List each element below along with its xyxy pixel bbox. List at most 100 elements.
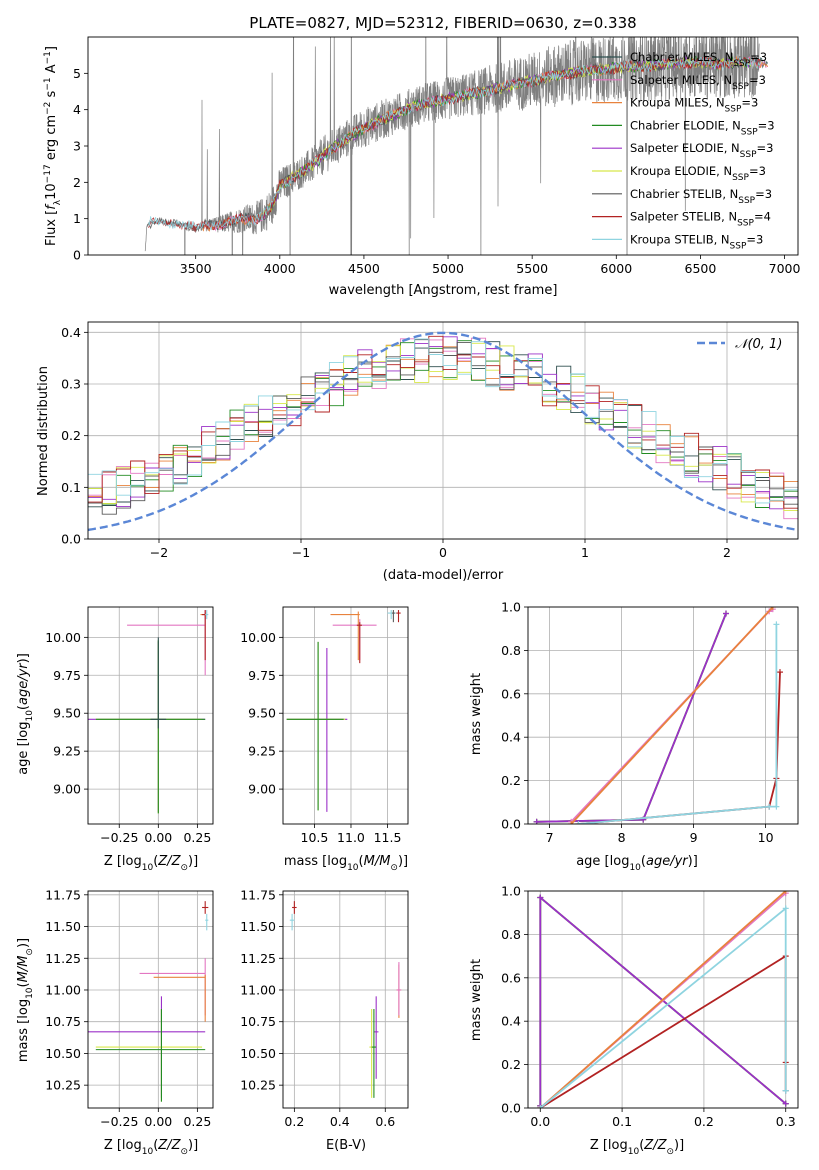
y-tick-label: 10.25 [45,1078,81,1093]
y-tick-label: 11.50 [240,919,276,934]
z-mass-ylabel: mass [log10(M/M⊙)] [16,938,35,1062]
y-tick-label: 0.0 [61,532,81,547]
y-tick-label: 10.75 [240,1014,276,1029]
y-tick-label: 10.00 [240,630,276,645]
y-tick-label: 0.0 [501,817,521,832]
model-spectrum-line [148,56,761,232]
z-age-ylabel: age [log10(age/yr)] [16,653,35,775]
x-tick-label: 0.3 [776,1114,796,1129]
x-tick-label: −0.25 [100,830,138,845]
residuals-legend: 𝒩(0, 1) [697,337,782,352]
gaussian-curve [88,331,796,532]
residual-histogram [88,338,798,504]
y-tick-label: 11.75 [45,887,81,902]
axes-frame [527,890,799,1109]
y-tick-label: 0.2 [501,1057,521,1072]
weight-line [578,624,778,824]
axes-frame [87,36,799,256]
z-mass-panel: −0.25 0.00 0.25 10.25 10.50 10.75 11.00 11.25 11… [45,887,214,1129]
x-tick-label: 0 [439,545,447,560]
y-tick-label: 11.25 [45,951,81,966]
y-tick-label: 0.2 [61,428,81,443]
legend-label: Salpeter STELIB, NSSP=4 [630,210,771,229]
legend-label: Chabrier ELODIE, NSSP=3 [630,118,775,137]
y-tick-label: 9.25 [53,744,81,759]
y-tick-label: 9.75 [53,668,81,683]
x-tick-label: 6000 [600,261,632,276]
x-tick-label: 6500 [685,261,717,276]
z-age-xlabel: Z [log10(Z/Z⊙)] [104,854,198,873]
y-tick-label: 5 [73,66,81,81]
y-tick-label: 11.00 [240,982,276,997]
y-tick-label: 1.0 [501,600,521,615]
z-age-panel: −0.25 0.00 0.25 9.00 9.25 9.50 9.75 10.00 [45,606,214,845]
y-tick-label: 0.4 [501,1014,521,1029]
legend-label: Salpeter MILES, NSSP=3 [630,73,766,92]
spectrum-legend: Chabrier MILES, NSSP=3 Salpeter MILES, NS… [592,50,775,251]
legend-label: Kroupa MILES, NSSP=3 [630,96,758,115]
y-tick-label: 0.6 [501,970,521,985]
x-tick-label: 1 [581,545,589,560]
age-weight-xlabel: age [log10(age/yr)] [576,854,698,873]
y-tick-label: 9.00 [53,782,81,797]
y-tick-label: 9.25 [248,744,276,759]
spectrum-title: PLATE=0827, MJD=52312, FIBERID=0630, z=0… [249,14,636,32]
axes-frame [87,890,214,1109]
legend-label: Chabrier MILES, NSSP=3 [630,50,767,69]
residual-histogram [88,342,798,511]
y-tick-label: 11.00 [45,982,81,997]
spectrum-xlabel: wavelength [Angstrom, rest frame] [329,283,558,298]
y-tick-label: 9.75 [248,668,276,683]
axes-frame [87,606,214,825]
y-tick-label: 0 [73,248,81,263]
age-weight-panel: 7 8 9 10 0.0 0.2 0.4 0.6 0.8 1.0 [501,600,799,845]
x-tick-label: 0.25 [183,830,211,845]
y-tick-label: 2 [73,175,81,190]
mass-age-panel: 10.5 11.0 11.5 9.00 9.25 9.50 9.75 10.00 [240,606,409,845]
residuals-xlabel: (data-model)/error [383,568,504,583]
y-tick-label: 11.50 [45,919,81,934]
x-tick-label: 3500 [180,261,212,276]
x-tick-label: 7 [546,830,554,845]
axes-frame [282,890,409,1109]
x-tick-label: 7000 [769,261,801,276]
x-tick-label: 0.2 [694,1114,714,1129]
ebv-mass-panel: 0.2 0.4 0.6 10.25 10.50 10.75 11.00 11.25 11.50 1… [240,887,409,1129]
x-tick-label: 2 [723,545,731,560]
y-tick-label: 0.2 [501,773,521,788]
x-tick-label: 0.1 [612,1114,632,1129]
x-tick-label: 0.2 [284,1114,304,1129]
x-tick-label: 10.5 [301,830,329,845]
y-tick-label: 11.25 [240,951,276,966]
x-tick-label: 0.00 [144,1114,172,1129]
axes-frame [282,606,409,825]
residuals-ylabel: Normed distribution [36,366,51,496]
y-tick-label: 4 [73,102,81,117]
y-tick-label: 10.50 [45,1046,81,1061]
y-tick-label: 11.75 [240,887,276,902]
x-tick-label: 5500 [516,261,548,276]
y-tick-label: 9.00 [248,782,276,797]
z-weight-xlabel: Z [log10(Z/Z⊙)] [590,1138,684,1157]
ebv-mass-xlabel: E(B-V) [326,1138,366,1153]
legend-label: Kroupa STELIB, NSSP=3 [630,232,763,251]
legend-label: Salpeter ELODIE, NSSP=3 [630,141,773,160]
age-weight-ylabel: mass weight [469,673,484,755]
weight-line [539,891,787,1108]
y-tick-label: 10.50 [240,1046,276,1061]
y-tick-label: 1.0 [501,884,521,899]
residuals-panel: −2 −1 0 1 2 0.0 0.1 0.2 0.3 0.4 [61,321,799,560]
x-tick-label: −2 [150,545,168,560]
model-spectrum-line [148,56,761,231]
axes-frame [527,606,799,825]
z-weight-panel: 0.0 0.1 0.2 0.3 0.0 0.2 0.4 0.6 0.8 1.0 [501,884,799,1129]
residual-histogram [88,335,798,509]
x-tick-label: 4000 [264,261,296,276]
y-tick-label: 0.1 [61,480,81,495]
x-tick-label: 11.0 [337,830,365,845]
x-tick-label: 0.0 [530,1114,550,1129]
y-tick-label: 3 [73,139,81,154]
axes-frame [87,321,799,540]
x-tick-label: −0.25 [100,1114,138,1129]
